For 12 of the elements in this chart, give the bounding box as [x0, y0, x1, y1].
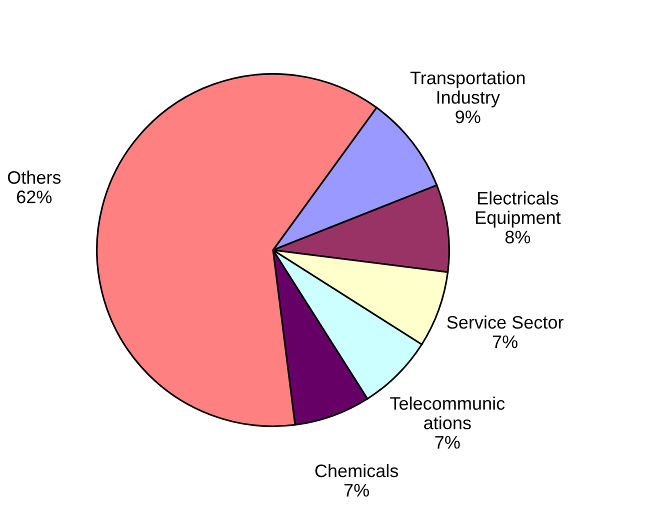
data-label: 9%	[456, 110, 480, 124]
slice-label: Service Sector	[447, 315, 564, 329]
slice-label: Others	[8, 170, 61, 184]
data-label: 8%	[505, 230, 530, 244]
slice-label: Telecommunic ations	[390, 396, 505, 430]
data-label: 62%	[17, 190, 52, 204]
data-label: 7%	[492, 335, 518, 348]
data-label: 7%	[344, 484, 369, 497]
slice-label: Chemicals	[315, 464, 398, 478]
slice-label: Electricals Equipment	[476, 191, 561, 228]
slice-label: Transportation Industry	[410, 71, 525, 108]
data-label: 7%	[435, 436, 460, 449]
